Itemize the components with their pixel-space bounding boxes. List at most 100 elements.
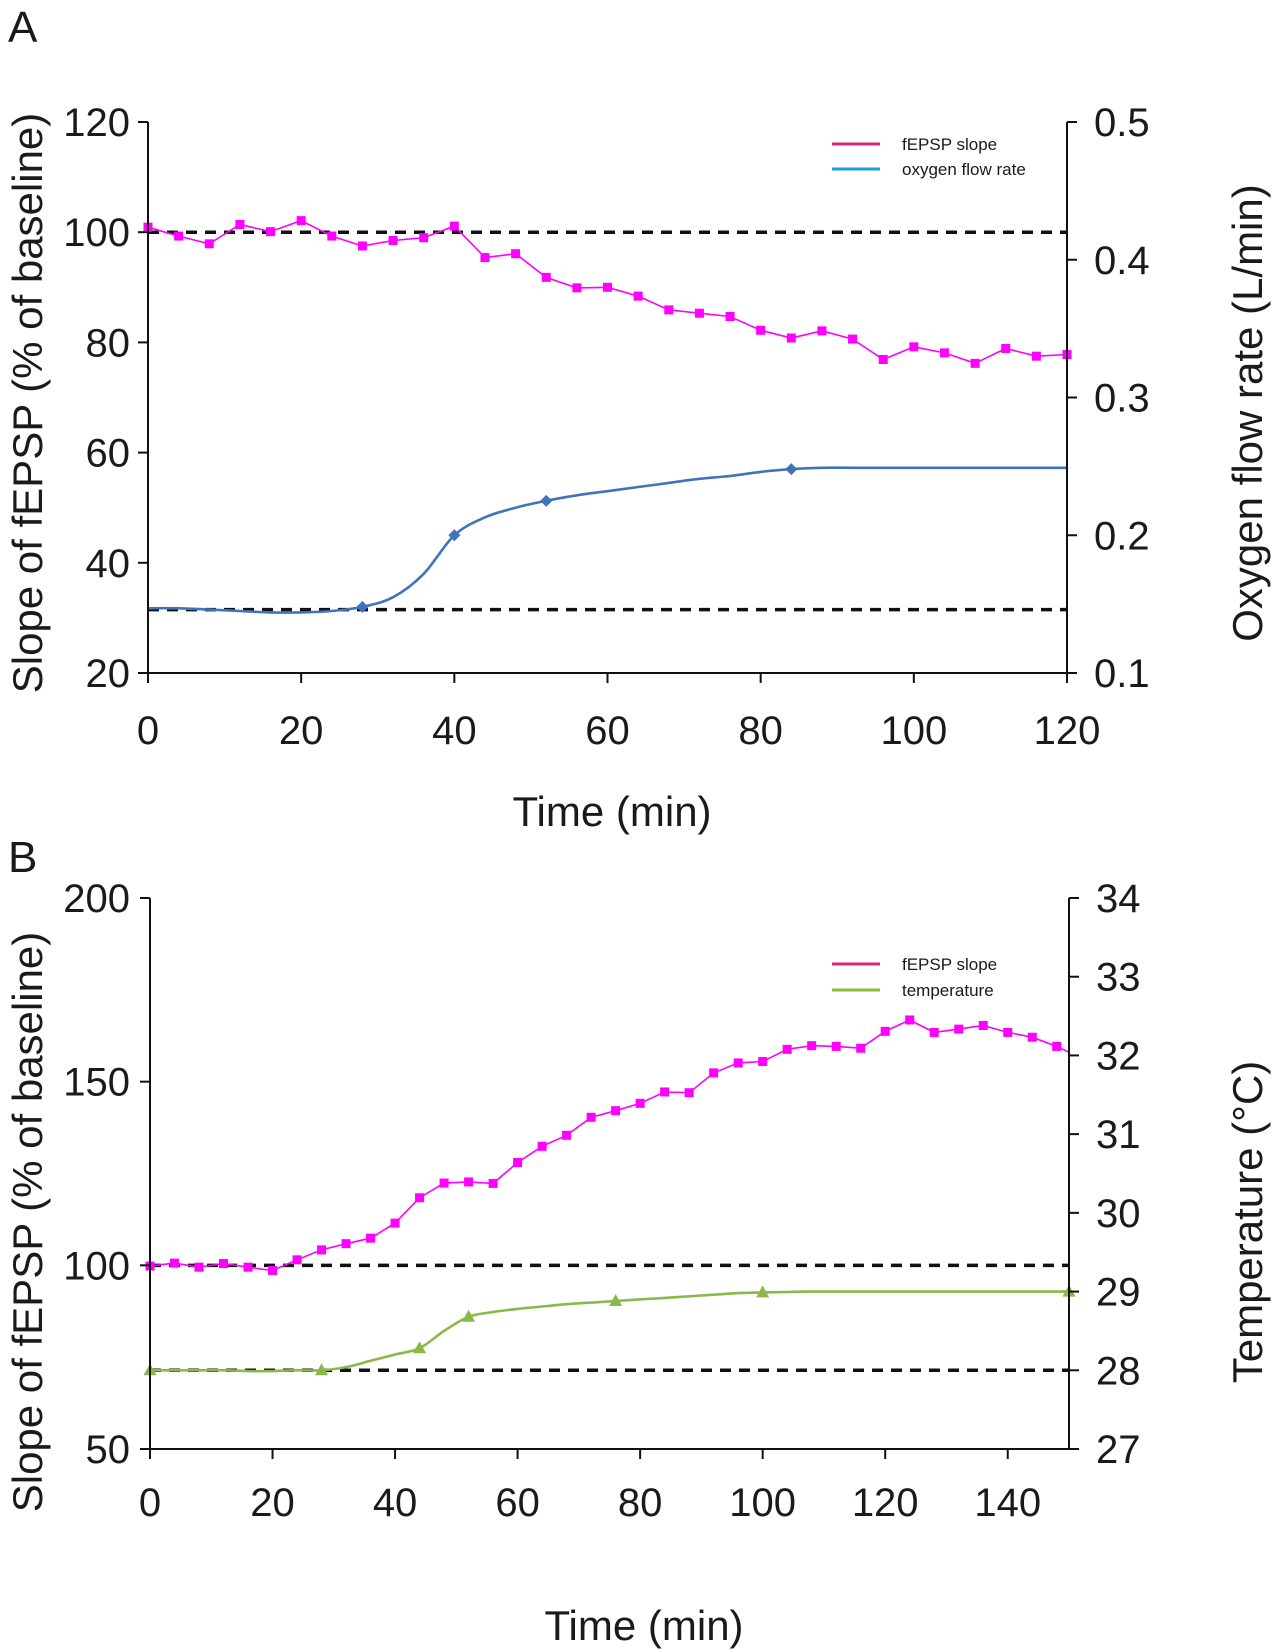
fepsp-data-point [194,1262,204,1272]
fepsp-data-point [366,1233,376,1243]
y-right-tick-label: 0.4 [1094,239,1150,283]
temperature-marker [413,1341,427,1354]
oxygen-flow-marker [785,463,798,476]
series-line-temperature [150,1290,1069,1373]
fepsp-data-point [929,1027,939,1037]
fepsp-data-point [684,1088,694,1098]
temperature-marker [609,1294,623,1307]
fepsp-data-point [660,1087,670,1097]
panel-b-label: B [8,833,37,882]
panel-b-markers [143,1015,1076,1376]
fepsp-data-point [1052,1041,1062,1051]
fepsp-data-point [611,1106,621,1116]
panel-a-axes [147,122,1068,674]
fepsp-data-point [562,1130,572,1140]
y-left-tick-label: 100 [63,1244,130,1288]
fepsp-data-point [635,1098,645,1108]
x-tick-label: 140 [974,1481,1041,1525]
fepsp-data-point [235,219,245,229]
fepsp-data-point [292,1255,302,1265]
fepsp-data-point [439,1178,449,1188]
fepsp-data-point [709,1068,719,1078]
fepsp-data-point [357,241,367,251]
panel-b-y-right-title: Temperature (°C) [1224,1061,1271,1384]
x-tick-label: 20 [279,709,324,753]
x-tick-label: 40 [432,709,477,753]
fepsp-data-point [341,1239,351,1249]
panel-b-y-left-title: Slope of fEPSP (% of baseline) [4,932,51,1513]
panel-a-markers [143,216,1072,613]
fepsp-data-point [204,239,214,249]
fepsp-data-point [954,1024,964,1034]
fepsp-data-point [978,1020,988,1030]
panel-a-label: A [8,3,38,52]
fepsp-data-point [909,342,919,352]
y-left-tick-label: 80 [86,321,131,365]
fepsp-data-point [327,231,337,241]
fepsp-data-point [1027,1032,1037,1042]
fepsp-data-point [733,1058,743,1068]
y-left-tick-label: 50 [86,1428,131,1472]
x-tick-label: 120 [1034,709,1101,753]
y-right-tick-label: 0.2 [1094,514,1150,558]
fepsp-data-point [513,1157,523,1167]
fepsp-data-point [317,1245,327,1255]
y-right-tick-label: 29 [1096,1271,1141,1315]
oxygen-flow-marker [448,529,461,542]
fepsp-data-point [856,1043,866,1053]
fepsp-data-point [586,1112,596,1122]
fepsp-data-point [1001,343,1011,353]
panel-b-y-left-ticks: 50 100 150 200 [63,877,150,1472]
fepsp-data-point [449,221,459,231]
y-right-tick-label: 0.3 [1094,377,1150,421]
panel-a-y-left-ticks: 20 40 60 80 100 120 [63,101,148,696]
fepsp-data-point [817,326,827,336]
fepsp-data-point [243,1262,253,1272]
y-left-tick-label: 40 [86,542,131,586]
y-right-tick-label: 30 [1096,1192,1141,1236]
fepsp-data-point [1003,1027,1013,1037]
fepsp-data-point [464,1177,474,1187]
fepsp-data-point [541,272,551,282]
y-left-tick-label: 120 [63,101,130,145]
panel-b-axes [149,898,1070,1450]
fepsp-data-point [388,235,398,245]
fepsp-data-point [880,1026,890,1036]
fepsp-data-point [664,305,674,315]
x-tick-label: 100 [880,709,947,753]
fepsp-data-point [633,291,643,301]
fepsp-data-point [831,1041,841,1051]
fepsp-data-point [537,1141,547,1151]
fepsp-data-point [782,1044,792,1054]
x-tick-label: 20 [250,1481,295,1525]
fepsp-data-point [807,1041,817,1051]
y-left-tick-label: 60 [86,432,131,476]
y-right-tick-label: 31 [1096,1113,1141,1157]
y-right-tick-label: 27 [1096,1428,1141,1472]
y-right-tick-label: 32 [1096,1034,1141,1078]
y-right-tick-label: 0.1 [1094,652,1150,696]
fepsp-data-point [694,308,704,318]
temperature-marker [315,1363,329,1376]
series-line-oxygen-flow-rate [147,466,1067,614]
fepsp-data-point [419,233,429,243]
x-tick-label: 40 [373,1481,418,1525]
y-right-tick-label: 33 [1096,956,1141,1000]
fepsp-data-point [758,1056,768,1066]
x-tick-label: 60 [495,1481,540,1525]
panel-b-legend: fEPSP slope temperature [832,955,997,1000]
panel-a-y-left-title: Slope of fEPSP (% of baseline) [4,113,51,694]
fepsp-data-point [268,1265,278,1275]
fepsp-data-point [511,249,521,259]
y-left-tick-label: 200 [63,877,130,921]
panel-b-x-axis-title: Time (min) [544,1602,743,1649]
fepsp-data-point [786,333,796,343]
panel-a-legend: fEPSP slope oxygen flow rate [832,135,1026,179]
fepsp-data-point [756,325,766,335]
fepsp-data-point [390,1218,400,1228]
fepsp-data-point [878,354,888,364]
oxygen-flow-marker [540,494,553,507]
series-line-fepsp-slope [147,219,1068,365]
panel-a-x-axis-title: Time (min) [512,788,711,835]
panel-b-y-right-ticks: 27 28 29 30 31 32 33 34 [1069,877,1141,1472]
